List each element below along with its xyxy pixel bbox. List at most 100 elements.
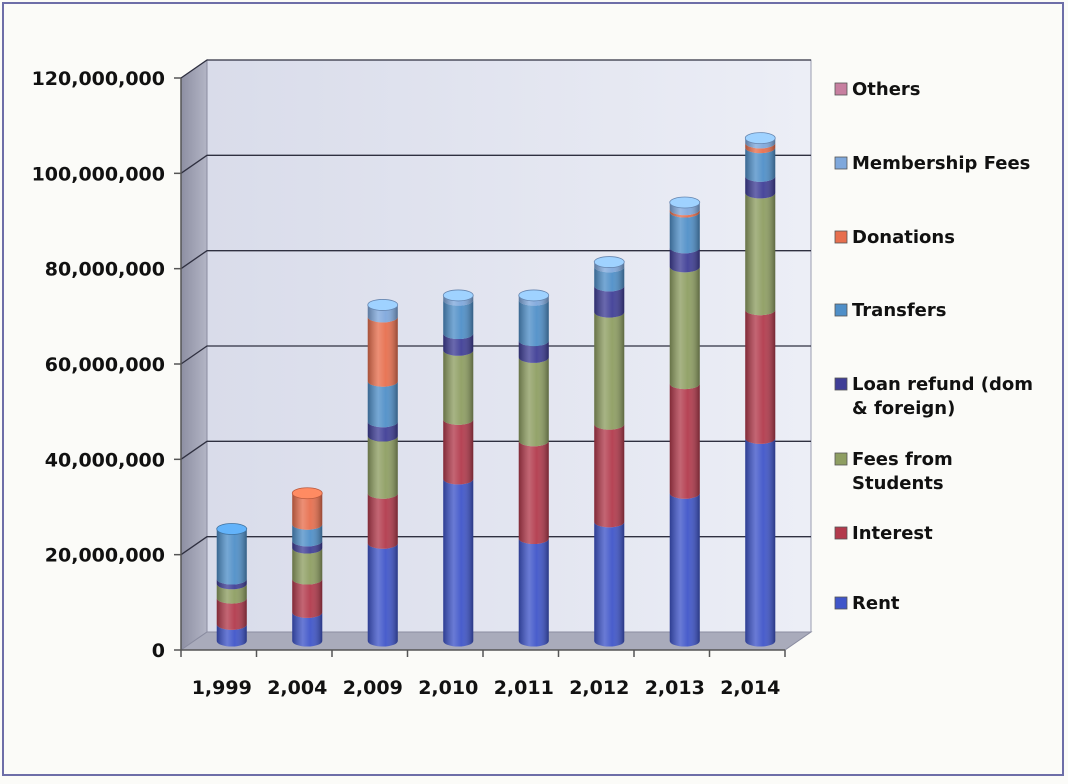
legend-swatch bbox=[834, 596, 848, 610]
legend-label: Interest bbox=[852, 523, 933, 544]
bar-segment-shade bbox=[594, 521, 625, 647]
bar-segment-shade bbox=[216, 528, 247, 585]
bar-stack bbox=[744, 132, 776, 647]
bar-segment-shade bbox=[669, 209, 700, 218]
bar-segment-shade bbox=[518, 295, 549, 306]
bar-segment-shade bbox=[443, 300, 474, 340]
bar-segment-shade bbox=[594, 262, 625, 273]
x-tick-label: 2,013 bbox=[645, 677, 705, 699]
bar-segment-shade bbox=[443, 295, 474, 306]
legend-label: Others bbox=[852, 79, 921, 100]
bar-segment-shade bbox=[216, 583, 247, 604]
y-tick-label: 20,000,000 bbox=[45, 545, 165, 567]
bar-top-cap bbox=[593, 256, 625, 268]
bar-stack bbox=[291, 487, 323, 647]
bar-segment-shade bbox=[367, 381, 398, 428]
bar-stack bbox=[518, 289, 550, 647]
bar-segment-shade bbox=[292, 540, 323, 554]
gridline bbox=[180, 154, 811, 174]
bar-segment-shade bbox=[518, 340, 549, 363]
x-tick-label: 2,014 bbox=[720, 677, 780, 699]
y-tick-label: 80,000,000 bbox=[45, 259, 165, 281]
bar-segment-shade bbox=[594, 312, 625, 430]
bar-segment-shade bbox=[292, 612, 323, 647]
bar-segment-shade bbox=[745, 438, 776, 647]
floor bbox=[179, 631, 813, 651]
bar-top-cap bbox=[216, 523, 248, 535]
bar-top-cap bbox=[367, 299, 399, 311]
bar-top-cap bbox=[442, 289, 474, 302]
bar-segment-shade bbox=[594, 424, 625, 528]
bar-segment-shade bbox=[443, 350, 474, 425]
bar-segment-shade bbox=[292, 548, 323, 585]
bar-segment-shade bbox=[216, 579, 247, 590]
bar-segment-shade bbox=[669, 266, 700, 390]
bar-stack bbox=[442, 289, 474, 647]
bar-segment-shade bbox=[443, 478, 474, 647]
bar-segment-shade bbox=[745, 192, 776, 316]
legend-swatch bbox=[834, 377, 848, 391]
bar-top-cap bbox=[744, 132, 776, 145]
bar-segment-shade bbox=[367, 436, 398, 499]
legend-swatch bbox=[834, 526, 848, 540]
bar-segment-shade bbox=[292, 579, 323, 618]
bar-segment-shade bbox=[594, 266, 625, 292]
gridline bbox=[180, 59, 811, 79]
bar-segment-shade bbox=[745, 142, 776, 154]
y-axis: 0 20,000,000 40,000,000 60,000,000 80,000,00… bbox=[32, 68, 182, 662]
legend-label: Membership Fees bbox=[852, 153, 1030, 174]
bar-segment-shade bbox=[367, 316, 398, 387]
legend-label: Loan refund (dom & foreign) bbox=[852, 374, 1033, 419]
bar-segment-shade bbox=[292, 493, 323, 530]
x-tick-label: 2,012 bbox=[569, 677, 629, 699]
bar-stack bbox=[367, 299, 399, 647]
bar-segment-shade bbox=[669, 383, 700, 499]
legend-label: Transfers bbox=[852, 300, 946, 321]
bar-segment-shade bbox=[745, 147, 776, 182]
y-tick-label: 0 bbox=[152, 640, 165, 662]
legend-swatch bbox=[834, 452, 848, 466]
bar-top-cap bbox=[291, 487, 323, 500]
legend-swatch bbox=[834, 156, 848, 170]
bar-stack bbox=[593, 256, 625, 647]
plot-walls bbox=[179, 59, 813, 651]
bar-segment-shade bbox=[594, 285, 625, 318]
bar-segment-shade bbox=[518, 300, 549, 347]
bar-segment-shade bbox=[518, 357, 549, 447]
bar-segment-shade bbox=[216, 624, 247, 647]
bar-stack bbox=[669, 196, 701, 647]
bar-segment-shade bbox=[518, 440, 549, 545]
bar-segment-shade bbox=[745, 309, 776, 444]
y-tick-label: 120,000,000 bbox=[32, 68, 165, 90]
bar-segment-shade bbox=[669, 212, 700, 254]
legend-label: Fees from Students bbox=[852, 449, 953, 494]
y-tick-label: 100,000,000 bbox=[32, 163, 165, 185]
gridline bbox=[180, 250, 811, 270]
x-tick-label: 2,011 bbox=[494, 677, 554, 699]
bar-segment-shade bbox=[669, 247, 700, 273]
bar-segment-shade bbox=[669, 202, 700, 216]
legend-swatch bbox=[834, 303, 848, 317]
bar-segment-shade bbox=[367, 493, 398, 549]
legend-swatch bbox=[834, 82, 848, 96]
bar-segment-shade bbox=[745, 138, 776, 149]
x-tick-label: 2,009 bbox=[343, 677, 403, 699]
bar-segment-shade bbox=[669, 493, 700, 647]
bar-segment-shade bbox=[367, 543, 398, 647]
bars bbox=[216, 132, 776, 647]
bar-segment-shade bbox=[518, 538, 549, 647]
bar-segment-shade bbox=[745, 176, 776, 199]
legend-label: Donations bbox=[852, 227, 955, 248]
x-tick-label: 1,999 bbox=[192, 677, 252, 699]
x-axis: 1,999 2,004 2,009 2,010 2,011 2,012 2,013 2,014 bbox=[180, 649, 786, 699]
bar-segment-shade bbox=[443, 333, 474, 356]
y-tick-label: 60,000,000 bbox=[45, 354, 165, 376]
bar-segment-shade bbox=[216, 598, 247, 630]
bar-segment-shade bbox=[443, 419, 474, 485]
legend-swatch bbox=[834, 230, 848, 244]
x-tick-label: 2,004 bbox=[267, 677, 327, 699]
legend-label: Rent bbox=[852, 593, 900, 614]
bar-segment-shade bbox=[367, 304, 398, 323]
